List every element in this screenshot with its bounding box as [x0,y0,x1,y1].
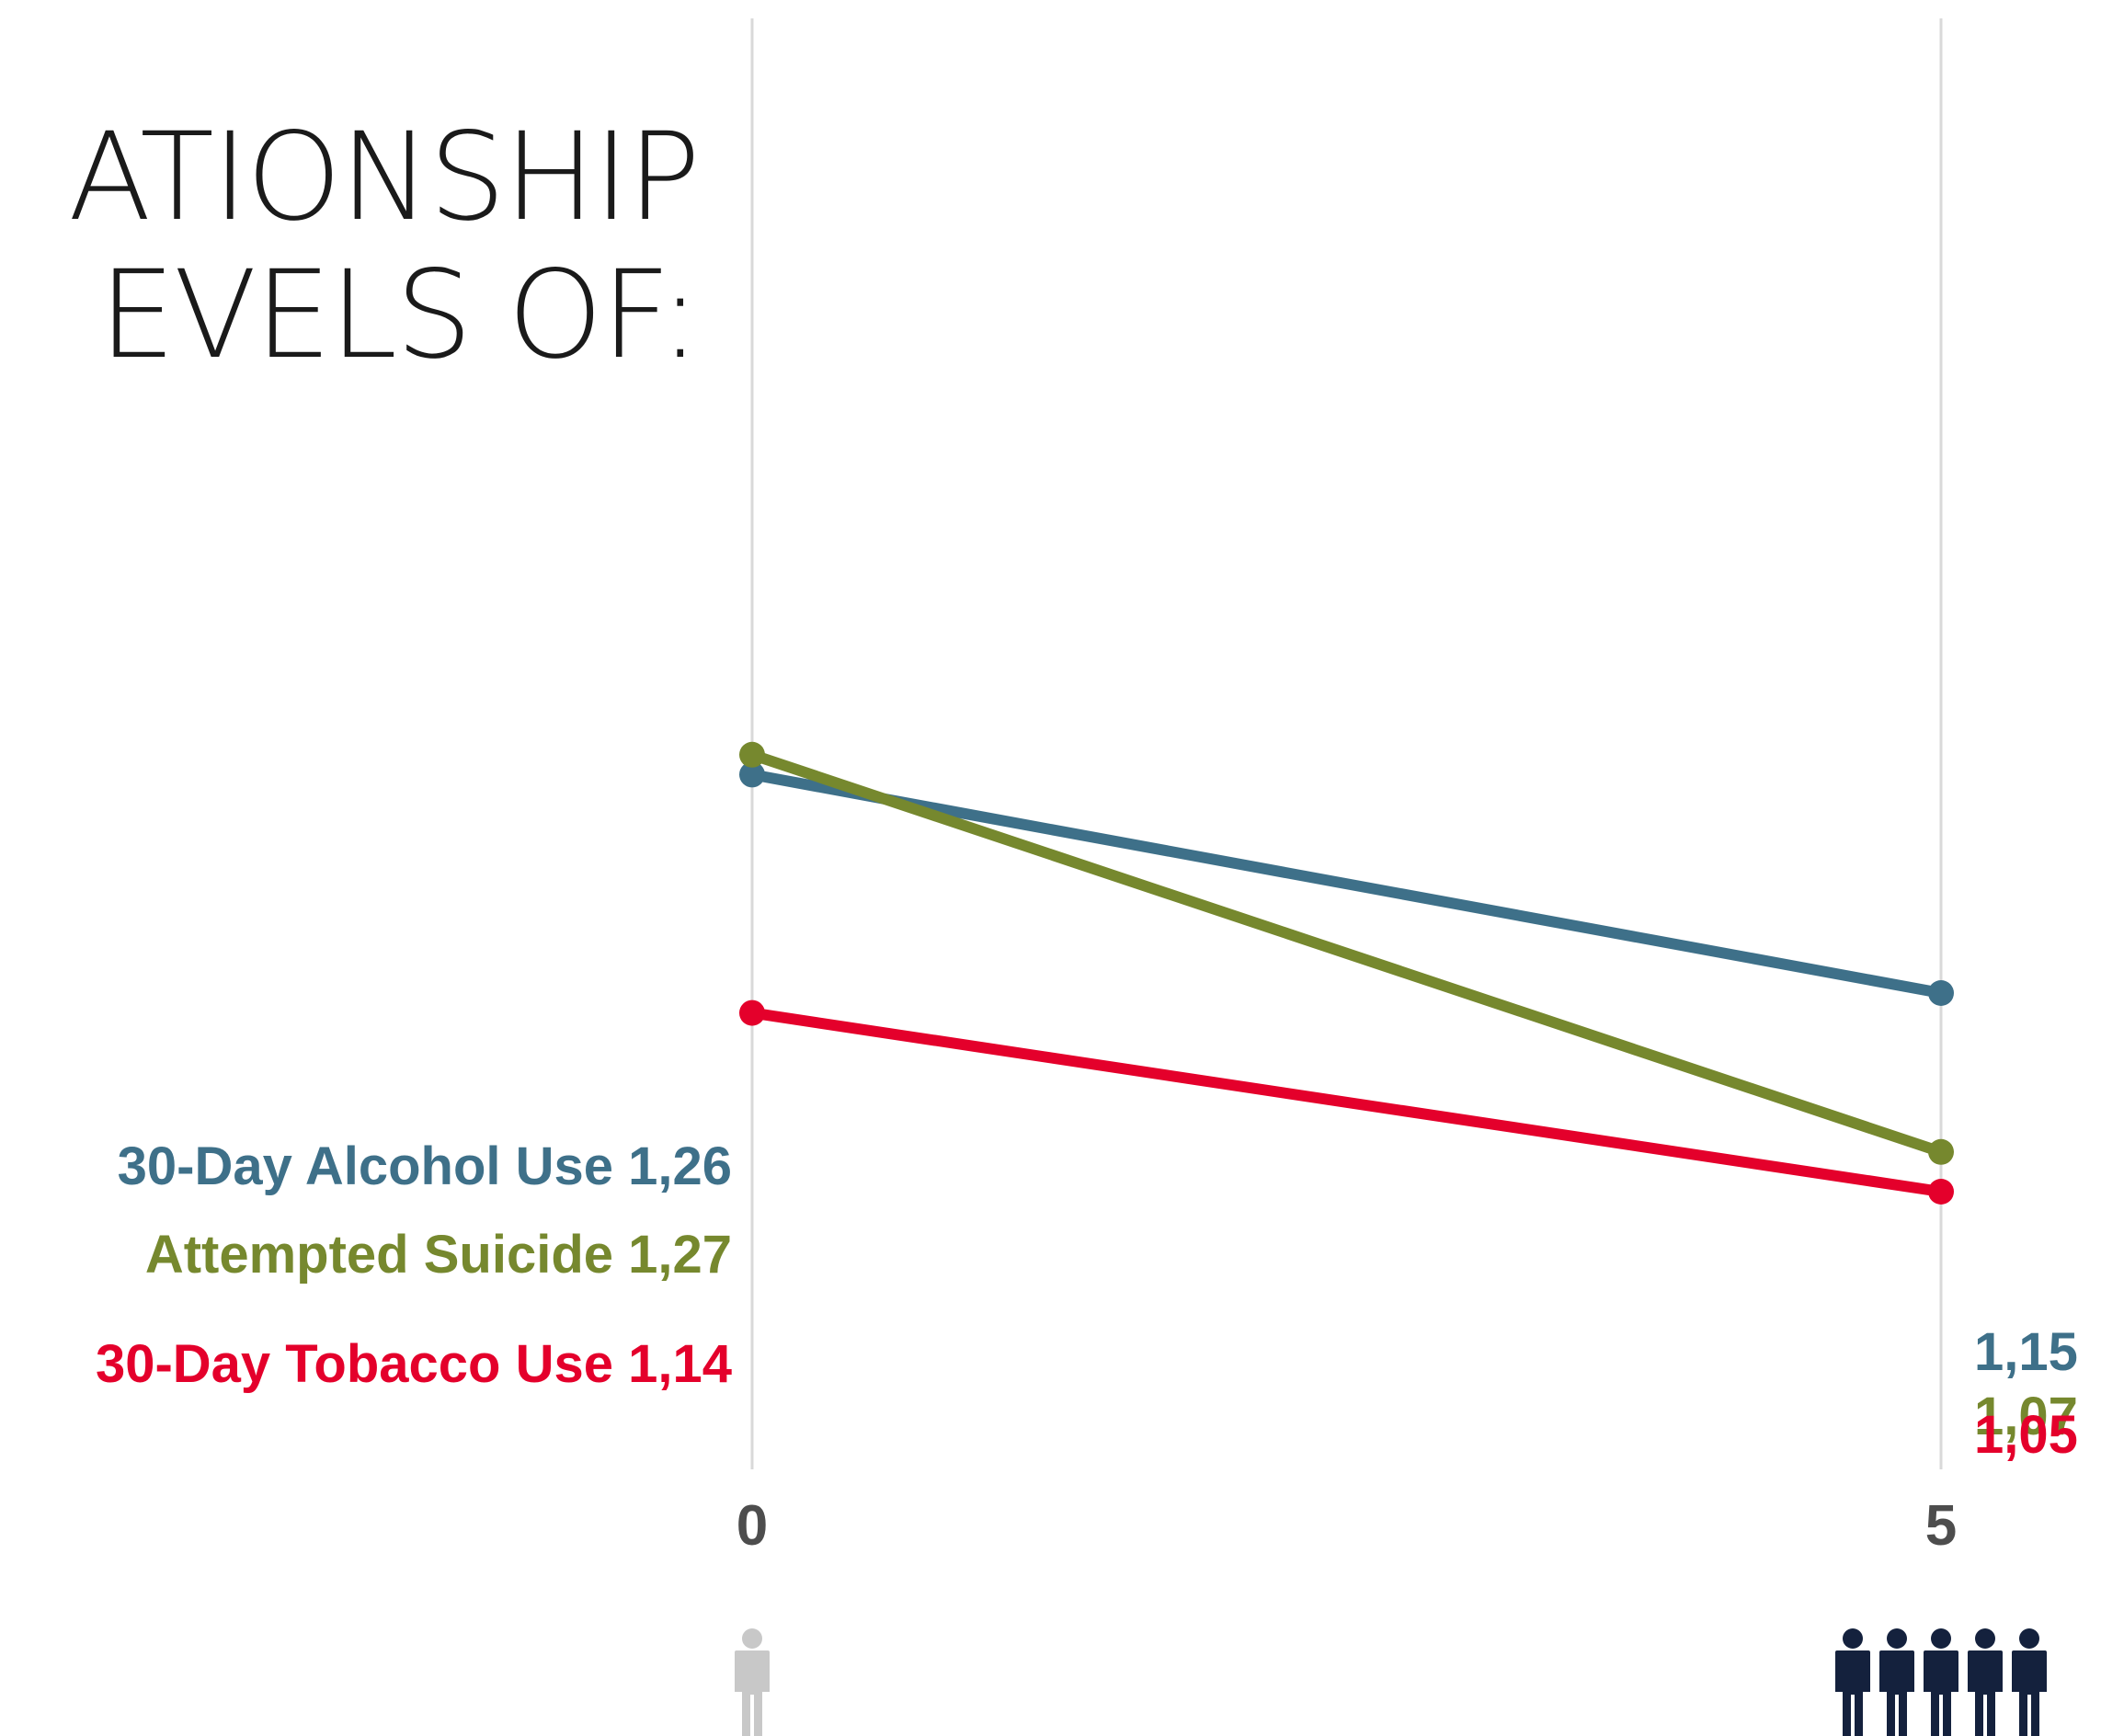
series-label-right-2: 1,05 [1974,1405,2078,1465]
series-line-0 [747,769,1947,999]
x-tick-label-0: 0 [736,1494,768,1558]
series-label-left-2: 30-Day Tobacco Use 1,14 [96,1334,732,1394]
data-point-1-1 [1928,1138,1954,1165]
person-icon-5-4 [2012,1628,2047,1736]
data-point-0-0 [739,761,765,788]
series-line-2 [747,1007,1947,1197]
data-point-2-1 [1928,1179,1954,1205]
data-point-0-1 [1928,980,1954,1006]
person-icon-5-2 [1924,1628,1958,1736]
series-label-right-1: 1,07 [1974,1387,2078,1446]
series-label-left-0: 30-Day Alcohol Use 1,26 [118,1136,732,1196]
title-line-1: ATIONSHIP [68,108,699,248]
person-icon-5-0 [1835,1628,1870,1736]
x-tick-label-5: 5 [1925,1494,1957,1558]
chart-title: ATIONSHIP EVELS OF: [0,108,699,384]
series-line-1 [747,748,1947,1158]
data-point-2-0 [739,999,765,1026]
person-icon-5-3 [1968,1628,2003,1736]
title-line-2: EVELS OF: [98,245,699,384]
person-icon-0-0 [735,1628,770,1736]
data-point-1-0 [739,741,765,768]
series-label-right-0: 1,15 [1974,1322,2078,1382]
person-icon-5-1 [1879,1628,1914,1736]
series-label-left-1: Attempted Suicide 1,27 [145,1225,732,1285]
